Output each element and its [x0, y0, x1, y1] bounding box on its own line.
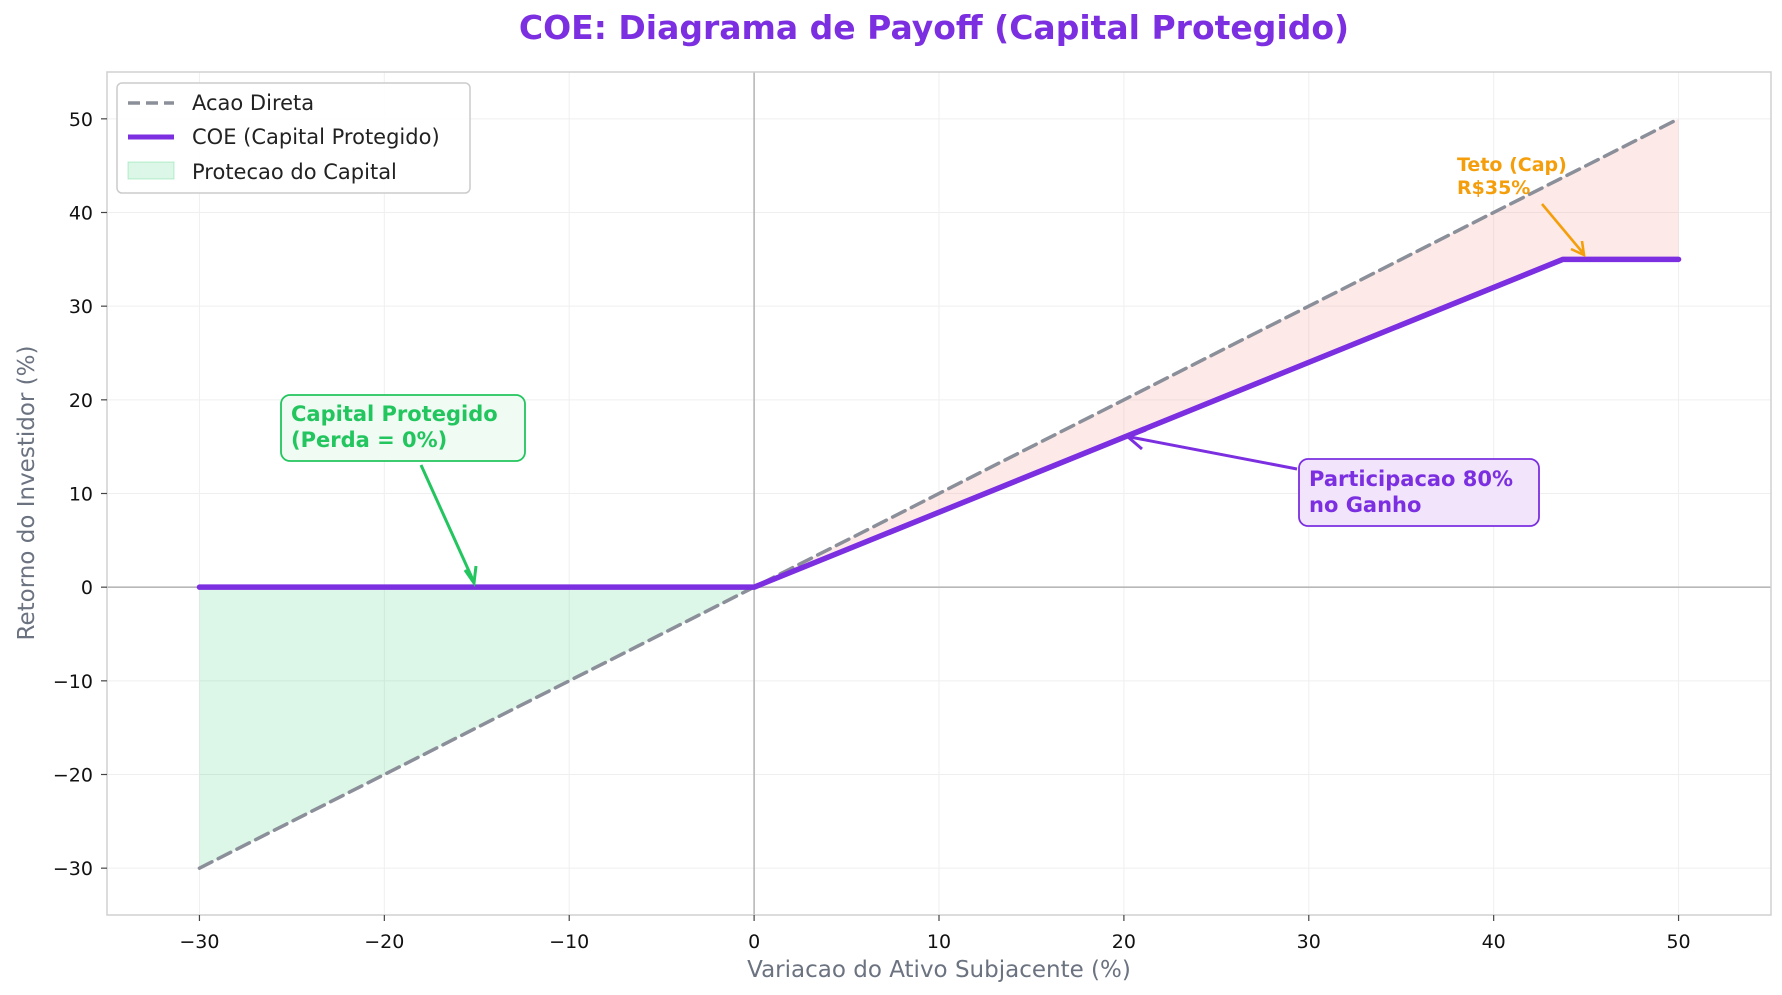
chart-title: COE: Diagrama de Payoff (Capital Protegi… [519, 8, 1349, 47]
y-tick-label: 0 [81, 577, 93, 599]
annotation-teto: Teto (Cap) R$35% [1457, 154, 1586, 258]
annotation-teto-arrow [1541, 203, 1584, 254]
annotation-teto-line1: Teto (Cap) [1457, 154, 1567, 176]
y-axis-ticks: −30 −20 −10 0 10 20 30 40 50 [53, 109, 107, 880]
y-tick-label: 40 [69, 203, 93, 225]
x-axis-ticks: −30 −20 −10 0 10 20 30 40 50 [179, 915, 1691, 953]
x-tick-label: 10 [927, 931, 951, 953]
annotation-participacao-arrow [1129, 435, 1298, 471]
annotation-participacao-box [1298, 458, 1540, 527]
annotation-participacao: Participacao 80% no Ganho [1125, 428, 1540, 527]
annotation-participacao-arrowhead [1125, 428, 1147, 451]
x-tick-label: 40 [1482, 931, 1506, 953]
y-tick-label: −30 [53, 858, 93, 880]
x-tick-label: 30 [1297, 931, 1321, 953]
annotation-capital-box [280, 394, 526, 462]
x-tick-label: −20 [364, 931, 404, 953]
y-tick-label: 20 [69, 390, 93, 412]
annotation-capital-arrow [419, 464, 475, 581]
annotation-capital-line2: (Perda = 0%) [291, 428, 447, 452]
legend-label-coe: COE (Capital Protegido) [192, 125, 440, 149]
legend-swatch-protecao [127, 161, 175, 180]
y-tick-label: −10 [53, 671, 93, 693]
annotation-participacao-line2: no Ganho [1309, 493, 1421, 517]
series-line-coe [196, 256, 1682, 590]
series-lines [196, 117, 1682, 870]
annotation-capital-protegido: Capital Protegido (Perda = 0%) [280, 394, 526, 588]
legend-label-acao-direta: Acao Direta [192, 91, 314, 115]
annotation-teto-arrowhead [1570, 240, 1586, 258]
y-tick-label: 10 [69, 484, 93, 506]
y-tick-label: 50 [69, 109, 93, 131]
series-line-acao-direta [197, 117, 1681, 870]
y-axis-label: Retorno do Investidor (%) [14, 346, 40, 641]
annotation-participacao-line1: Participacao 80% [1309, 467, 1513, 491]
legend-box [116, 82, 471, 194]
x-tick-label: −30 [179, 931, 219, 953]
y-tick-label: −20 [53, 765, 93, 787]
x-tick-label: 0 [748, 931, 760, 953]
x-tick-label: −10 [549, 931, 589, 953]
annotation-capital-arrowhead [463, 565, 478, 588]
legend: Acao Direta COE (Capital Protegido) Prot… [116, 82, 471, 194]
legend-label-protecao: Protecao do Capital [192, 160, 397, 184]
annotations: Capital Protegido (Perda = 0%) Participa… [280, 154, 1586, 588]
annotation-capital-line1: Capital Protegido [291, 402, 498, 426]
x-tick-label: 20 [1112, 931, 1136, 953]
y-tick-label: 30 [69, 296, 93, 318]
annotation-teto-line2: R$35% [1457, 177, 1530, 199]
x-axis-label: Variacao do Ativo Subjacente (%) [747, 957, 1131, 983]
x-tick-label: 50 [1666, 931, 1690, 953]
